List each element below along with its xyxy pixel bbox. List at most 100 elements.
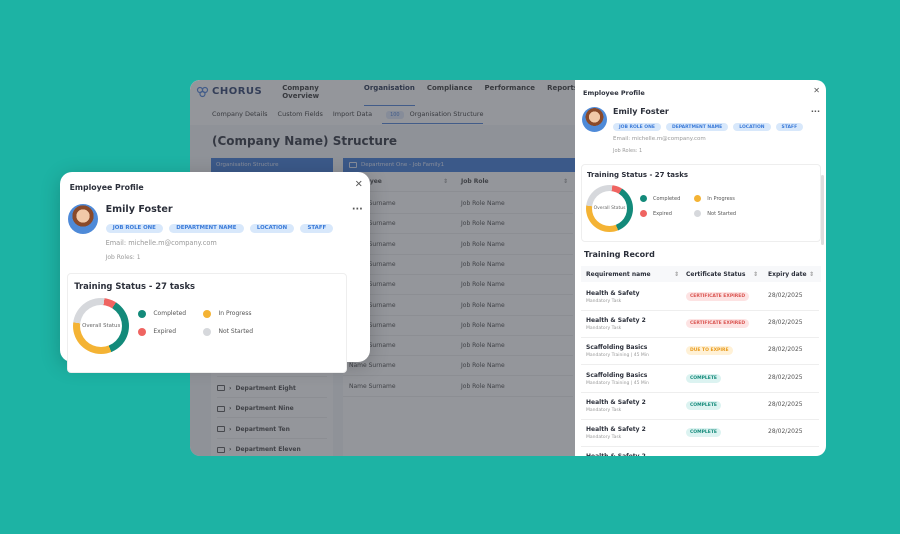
more-options-icon[interactable]: ··· — [351, 204, 363, 216]
legend-item: Completed — [137, 309, 187, 319]
col-job-role[interactable]: Job Role — [461, 178, 489, 185]
legend-item: Not Started — [202, 327, 254, 337]
job-role: Job Role Name — [461, 321, 505, 329]
subnav-company-details[interactable]: Company Details — [212, 110, 268, 118]
table-row[interactable]: Name Surname Job Role Name — [343, 316, 573, 336]
tree-item[interactable]: › Department Eight — [217, 385, 327, 398]
table-row[interactable]: Name Surname Job Role Name — [343, 255, 573, 275]
legend-label: Not Started — [218, 328, 254, 336]
count-badge: 100 — [386, 110, 404, 119]
expiry-date: 28/02/2025 — [768, 373, 803, 381]
legend-dot — [202, 309, 212, 319]
profile-tags: JOB ROLE ONE DEPARTMENT NAME LOCATION STAFF — [105, 223, 334, 234]
nav-item[interactable]: Compliance — [426, 83, 473, 92]
requirement-type: Mandatory Task — [586, 326, 622, 332]
expiry-date: 28/02/2025 — [768, 400, 803, 408]
requirement-type: Mandatory Task — [586, 407, 622, 413]
more-options-icon[interactable]: ··· — [810, 107, 820, 116]
job-role: Job Role Name — [461, 220, 505, 228]
nav-item[interactable]: Company Overview — [282, 83, 320, 100]
tree-header: Organisation Structure — [211, 158, 333, 172]
folder-icon — [217, 405, 225, 412]
col-requirement-name[interactable]: Requirement name — [586, 270, 651, 278]
legend-item: Expired — [137, 327, 186, 337]
chevron-right-icon: › — [229, 384, 232, 392]
legend-item: In Progress — [694, 195, 736, 202]
donut-label: Overall Status — [80, 304, 123, 347]
legend-label: In Progress — [707, 195, 735, 202]
job-role: Job Role Name — [461, 260, 505, 268]
close-icon[interactable]: ✕ — [354, 179, 363, 191]
status-badge: COMPLETE — [686, 400, 721, 410]
record-row[interactable]: Health & Safety 2 Mandatory Task COMPLETE 2… — [581, 393, 819, 420]
table-row[interactable]: Name Surname Job Role Name — [343, 214, 573, 235]
legend-label: Expired — [153, 328, 177, 336]
donut-label: Overall Status — [592, 191, 627, 226]
col-expiry-date[interactable]: Expiry date — [768, 270, 807, 278]
record-row[interactable]: Health & Safety 2 Mandatory Task CERTIFICA… — [581, 311, 819, 339]
table-row[interactable]: Name Surname Job Role Name — [343, 296, 573, 316]
overall-status-donut: Overall Status — [586, 185, 633, 232]
tree-item[interactable]: › Department Nine — [217, 405, 327, 418]
table-header-row: Employee⇕Job Role⇕ — [343, 172, 573, 192]
legend-dot — [202, 327, 212, 337]
expiry-date: 28/02/2025 — [768, 319, 803, 327]
job-role: Job Role Name — [461, 240, 505, 248]
table-row[interactable]: Name Surname Job Role Name — [343, 377, 573, 397]
chevron-right-icon: › — [229, 446, 232, 453]
job-role: Job Role Name — [461, 342, 505, 350]
tree-item[interactable]: › Department Eleven — [217, 446, 327, 456]
tag: DEPARTMENT NAME — [665, 123, 729, 131]
subnav-organisation-structure[interactable]: 100 Organisation Structure — [382, 105, 484, 124]
legend-label: Completed — [153, 310, 187, 318]
record-row[interactable]: Health & Safety 2 Mandatory Task COMPLETE 2… — [581, 420, 819, 447]
record-row[interactable]: Health & Safety 2 — [581, 447, 819, 456]
status-badge: CERTIFICATE EXPIRED — [686, 319, 750, 329]
nav-item[interactable]: Performance — [484, 83, 536, 92]
record-row[interactable]: Scaffolding Basics Mandatory Training | 4… — [581, 338, 819, 366]
job-roles: Job Roles: 1 — [105, 253, 141, 261]
avatar — [68, 204, 99, 235]
expiry-date: 28/02/2025 — [768, 292, 803, 299]
employee-name: Name Surname — [349, 362, 396, 370]
subnav-import-data[interactable]: Import Data — [332, 110, 373, 118]
tag: JOB ROLE ONE — [613, 123, 661, 131]
logo-text: CHORUS — [212, 86, 263, 97]
requirement-type: Mandatory Training | 45 Min — [586, 353, 649, 359]
training-status-card: Training Status - 27 tasks Overall Status… — [581, 164, 821, 242]
job-role: Job Role Name — [461, 301, 505, 309]
close-icon[interactable]: ✕ — [813, 86, 820, 95]
requirement-name: Health & Safety 2 — [586, 453, 646, 456]
legend-item: Not Started — [694, 210, 736, 217]
logo: CHORUS — [196, 86, 262, 98]
scrollbar[interactable] — [821, 175, 824, 245]
overall-status-donut: Overall Status — [72, 297, 130, 355]
table-row[interactable]: Name Surname Job Role Name — [343, 235, 573, 255]
table-row[interactable]: Name Surname Job Role Name — [343, 336, 573, 357]
nav-item[interactable]: Reports — [547, 83, 578, 92]
email: Email: michelle.m@company.com — [105, 239, 217, 248]
table-row[interactable]: Name Surname Job Role Name — [343, 194, 573, 214]
legend-label: Expired — [653, 210, 672, 217]
record-row[interactable]: Scaffolding Basics Mandatory Training | 4… — [581, 366, 819, 393]
nav-item[interactable]: Organisation — [363, 80, 415, 106]
legend-dot — [137, 309, 147, 319]
employee-name: Name Surname — [349, 382, 396, 390]
col-certificate-status[interactable]: Certificate Status — [686, 270, 746, 278]
record-table-header: Requirement name ⇕ Certificate Status ⇕ … — [581, 266, 821, 282]
requirement-name: Health & Safety — [586, 290, 640, 297]
table-header-bar: Department One - Job Family1 — [343, 158, 583, 172]
legend-label: Completed — [653, 195, 681, 202]
status-badge: CERTIFICATE EXPIRED — [686, 292, 750, 301]
status-badge: COMPLETE — [686, 373, 721, 383]
table-row[interactable]: Name Surname Job Role Name — [343, 275, 573, 296]
subnav-custom-fields[interactable]: Custom Fields — [277, 110, 323, 118]
requirement-name: Health & Safety 2 — [586, 398, 646, 406]
page-title: (Company Name) Structure — [212, 134, 398, 148]
table-row[interactable]: Name Surname Job Role Name — [343, 356, 573, 377]
legend: Completed In Progress Expired Not Started — [137, 309, 254, 337]
expiry-date: 28/02/2025 — [768, 428, 803, 435]
tree-item[interactable]: › Department Ten — [217, 426, 327, 439]
training-status-title: Training Status - 27 tasks — [74, 280, 196, 291]
record-row[interactable]: Health & Safety Mandatory Task CERTIFICATE… — [581, 284, 819, 311]
